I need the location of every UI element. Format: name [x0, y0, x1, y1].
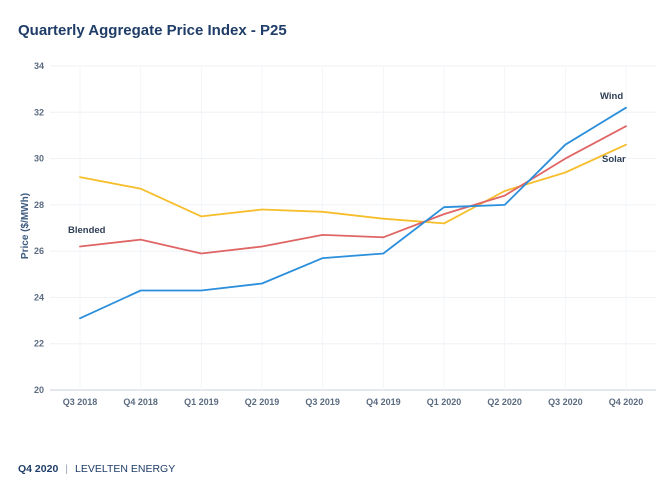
x-tick: Q4 2018	[123, 397, 158, 407]
footer: Q4 2020 | LEVELTEN ENERGY	[18, 463, 175, 475]
series-label-solar: Solar	[602, 154, 626, 165]
series-label-blended: Blended	[68, 225, 106, 236]
y-tick-28: 28	[34, 200, 44, 210]
footer-separator: |	[65, 463, 69, 475]
footer-period: Q4 2020	[18, 463, 59, 475]
x-tick-labels: Q3 2018 Q4 2018 Q1 2019 Q2 2019 Q3 2019 Q4 20…	[63, 397, 644, 407]
series-lines	[79, 106, 627, 320]
y-axis-title: Price ($/MWh)	[20, 193, 31, 259]
y-tick-34: 34	[34, 61, 44, 71]
y-tick-labels: 20 22 24 26 28 30 32 34	[34, 61, 44, 395]
y-tick-24: 24	[34, 292, 44, 302]
y-tick-20: 20	[34, 385, 44, 395]
series-labels: Wind Blended Solar	[68, 91, 626, 236]
footer-org: LEVELTEN ENERGY	[75, 463, 176, 475]
x-tick: Q4 2019	[366, 397, 401, 407]
series-label-wind: Wind	[600, 91, 623, 102]
series-line-wind	[79, 106, 627, 320]
y-tick-30: 30	[34, 154, 44, 164]
x-tick: Q4 2020	[609, 397, 644, 407]
x-tick: Q3 2020	[548, 397, 583, 407]
chart-title: Quarterly Aggregate Price Index - P25	[18, 22, 287, 39]
x-tick: Q3 2019	[305, 397, 340, 407]
x-tick: Q1 2020	[427, 397, 462, 407]
x-tick: Q2 2019	[245, 397, 280, 407]
x-tick: Q2 2020	[487, 397, 522, 407]
x-tick: Q1 2019	[184, 397, 219, 407]
y-tick-32: 32	[34, 107, 44, 117]
y-tick-26: 26	[34, 246, 44, 256]
series-line-blended	[79, 125, 627, 255]
y-tick-22: 22	[34, 339, 44, 349]
grid-lines	[50, 65, 656, 391]
x-tick: Q3 2018	[63, 397, 98, 407]
series-line-solar	[79, 143, 627, 225]
